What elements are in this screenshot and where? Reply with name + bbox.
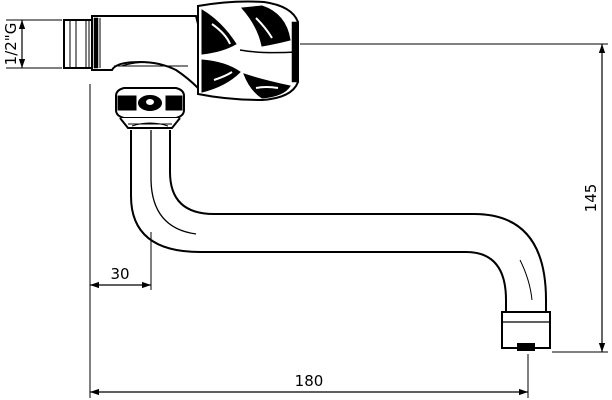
dim-label-outreach: 180: [295, 372, 324, 390]
dim-label-height: 145: [582, 184, 600, 213]
aerator: [501, 311, 551, 351]
valve-body: [91, 15, 199, 91]
dim-label-thread: 1/2"G: [2, 23, 20, 66]
faucet-body: [63, 15, 199, 91]
extension-lines: [6, 19, 608, 398]
swivel-nut: [115, 87, 185, 129]
threaded-inlet: [63, 19, 93, 69]
handle-knob: [197, 0, 299, 102]
dimension-lines: [18, 20, 606, 396]
spout-pipe: [130, 130, 547, 312]
dim-label-offset: 30: [110, 265, 129, 283]
